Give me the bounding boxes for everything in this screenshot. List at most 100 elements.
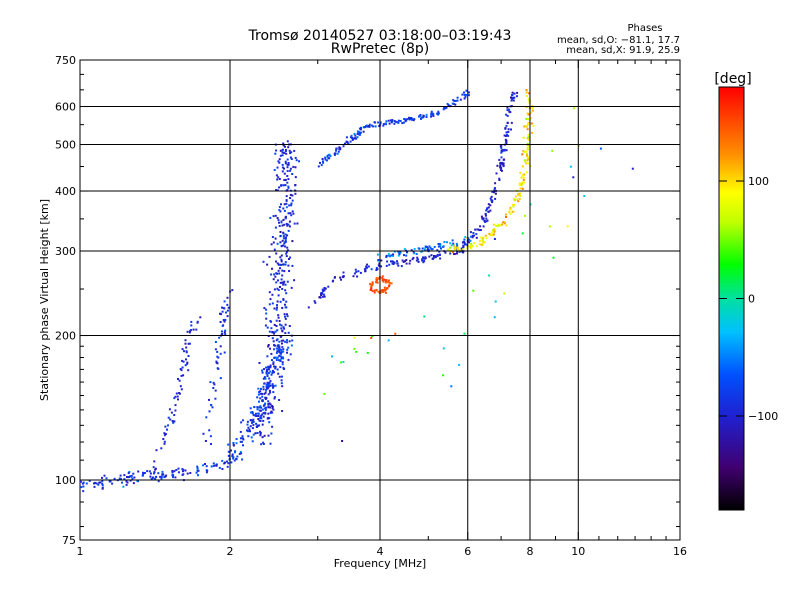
data-point xyxy=(197,469,200,472)
data-point xyxy=(417,258,419,261)
data-point xyxy=(278,347,281,350)
data-point xyxy=(470,246,473,249)
data-point xyxy=(459,98,462,101)
data-point xyxy=(354,134,357,137)
data-point xyxy=(399,251,402,254)
data-point xyxy=(266,369,268,371)
data-point xyxy=(213,383,216,386)
data-point xyxy=(286,170,289,172)
data-point xyxy=(517,200,520,203)
data-point xyxy=(259,431,262,434)
data-point xyxy=(486,207,489,210)
data-point xyxy=(186,472,189,475)
data-point xyxy=(266,326,269,329)
data-point xyxy=(133,476,136,479)
data-point xyxy=(278,186,281,189)
data-point xyxy=(272,278,275,281)
data-point xyxy=(153,460,156,463)
data-point xyxy=(458,363,461,366)
data-point xyxy=(219,377,222,380)
data-point xyxy=(370,336,373,339)
data-point xyxy=(268,382,271,385)
data-point xyxy=(256,408,259,411)
data-point xyxy=(265,372,268,375)
data-point xyxy=(238,452,241,455)
data-point xyxy=(272,386,274,389)
data-point xyxy=(223,320,226,323)
data-point xyxy=(85,482,88,485)
data-point xyxy=(453,244,456,247)
data-point xyxy=(287,264,290,267)
data-point xyxy=(172,421,175,424)
data-point xyxy=(95,482,98,485)
data-point xyxy=(583,195,586,197)
data-point xyxy=(396,121,399,124)
data-point xyxy=(209,381,212,384)
data-point xyxy=(276,189,279,192)
data-point xyxy=(258,419,261,422)
data-point xyxy=(522,174,525,177)
data-point xyxy=(286,158,289,161)
data-point xyxy=(285,152,288,155)
data-point xyxy=(275,260,277,263)
data-point xyxy=(523,173,526,176)
data-point xyxy=(279,241,282,244)
data-point xyxy=(161,470,164,473)
data-point xyxy=(274,214,277,217)
data-point xyxy=(283,280,286,283)
data-point xyxy=(464,243,466,246)
y-tick-label: 300 xyxy=(55,245,76,258)
data-point xyxy=(384,291,387,294)
data-point xyxy=(291,199,294,202)
data-point xyxy=(286,163,289,166)
data-point xyxy=(329,155,332,157)
data-point xyxy=(497,224,500,227)
data-point xyxy=(269,347,271,350)
data-point xyxy=(294,184,297,187)
data-point xyxy=(481,239,484,242)
data-point xyxy=(281,342,283,345)
data-point xyxy=(425,246,428,248)
data-point xyxy=(93,482,95,485)
data-point xyxy=(520,176,523,179)
data-point xyxy=(390,254,393,257)
data-point xyxy=(375,269,378,271)
data-point xyxy=(195,471,198,474)
data-point xyxy=(252,414,255,417)
data-point xyxy=(254,432,257,435)
data-point xyxy=(289,169,292,172)
data-point xyxy=(163,476,166,479)
data-point xyxy=(491,201,494,204)
data-point xyxy=(426,248,429,251)
data-point xyxy=(167,424,169,427)
data-point xyxy=(184,469,187,472)
data-point xyxy=(227,450,230,453)
data-point xyxy=(355,270,358,273)
data-point xyxy=(279,281,282,284)
data-point xyxy=(283,203,286,206)
data-point xyxy=(256,396,259,399)
data-point xyxy=(266,387,269,390)
data-point xyxy=(529,117,532,120)
data-point xyxy=(205,416,208,419)
data-point xyxy=(282,184,285,187)
data-point xyxy=(413,252,416,255)
data-point xyxy=(364,267,367,270)
data-point xyxy=(240,437,242,440)
data-point xyxy=(376,277,378,280)
data-point xyxy=(370,124,373,127)
data-point xyxy=(215,464,218,467)
axis-ticks: 1 2 4 6 8 10 16 75 100 200 300 400 500 600 750 xyxy=(55,54,687,558)
data-point xyxy=(331,280,334,283)
data-point xyxy=(503,134,506,137)
data-point xyxy=(283,368,286,370)
data-point xyxy=(489,204,492,207)
data-point xyxy=(247,430,249,433)
data-point xyxy=(174,409,177,412)
data-point xyxy=(287,229,290,232)
data-point xyxy=(508,211,511,213)
data-point xyxy=(532,124,535,127)
data-point xyxy=(235,457,238,460)
data-point xyxy=(286,280,289,283)
data-point xyxy=(259,415,262,418)
